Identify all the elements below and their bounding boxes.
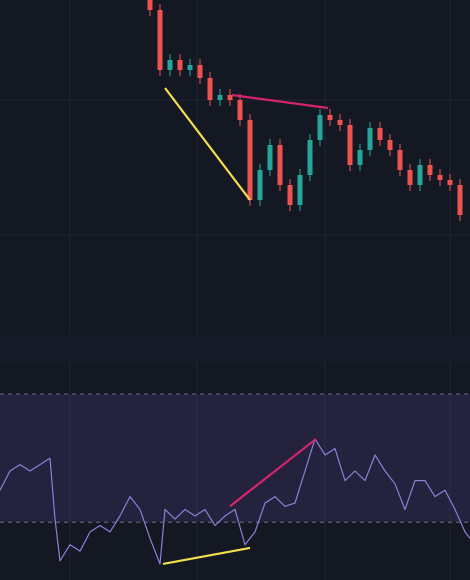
candle-body [397, 150, 403, 170]
candle-body [387, 140, 393, 150]
candle-body [377, 128, 383, 140]
candle-body [177, 60, 183, 70]
trendline [162, 546, 251, 566]
rsi-line [0, 438, 470, 565]
candle-body [277, 145, 283, 185]
candle-body [317, 115, 323, 140]
candle-body [427, 165, 433, 175]
pane-separator [0, 335, 470, 362]
candle-body [187, 65, 193, 70]
candle-body [197, 65, 203, 78]
candle-body [217, 95, 223, 100]
level-band [0, 394, 470, 523]
candle-body [367, 128, 373, 150]
candle-body [157, 10, 163, 70]
candle-body [447, 180, 453, 185]
candle-body [207, 78, 213, 100]
candle-body [257, 170, 263, 200]
candle-body [227, 95, 233, 100]
candle-body [247, 120, 253, 200]
candle-body [237, 100, 243, 120]
candle-body [307, 140, 313, 175]
candle-body [297, 175, 303, 205]
candle-body [337, 120, 343, 125]
candle-body [437, 175, 443, 180]
trendline [229, 438, 317, 508]
candle-body [357, 150, 363, 165]
candle-body [347, 125, 353, 165]
candle-body [457, 185, 463, 215]
candle-body [147, 0, 153, 10]
candle-body [167, 60, 173, 70]
candle-body [287, 185, 293, 205]
candle-body [327, 115, 333, 120]
trendline [231, 93, 329, 110]
candle-body [407, 170, 413, 185]
candle-body [417, 165, 423, 185]
trendline [164, 87, 251, 201]
candle-body [267, 145, 273, 170]
